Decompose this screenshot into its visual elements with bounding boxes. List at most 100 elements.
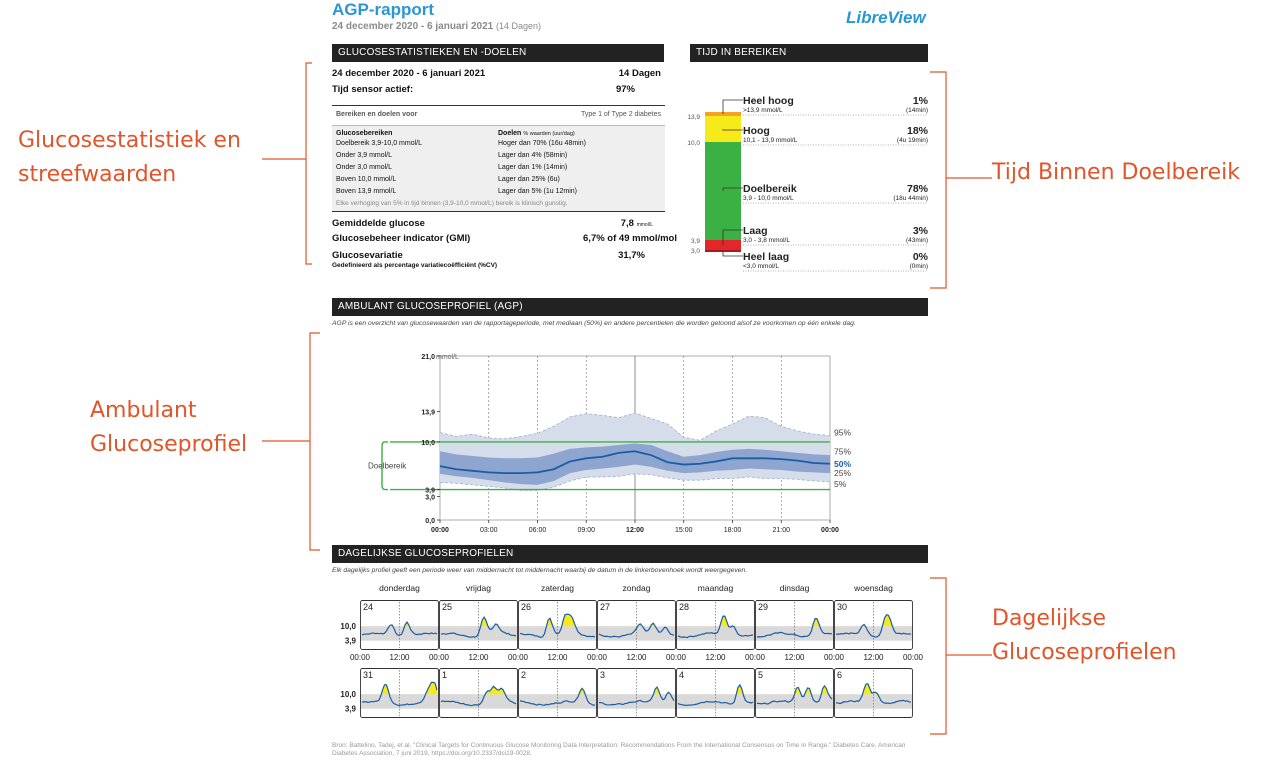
stats-period: 24 december 2020 - 6 januari 2021 [332,68,486,79]
daily-cell-frame [755,668,834,718]
tir-level-pct: 0% [913,251,929,263]
stats-panel: 24 december 2020 - 6 januari 2021 14 Dag… [332,66,677,269]
goals-note: Elke verhoging van 5% in tijd binnen (3,… [336,200,568,207]
agp-percentile-label: 5% [834,479,847,489]
daily-date-label: 24 [363,602,373,612]
bracket-stats [262,62,312,265]
tir-level-pct: 1% [913,95,929,107]
daily-header: DAGELIJKSE GLUCOSEPROFIELEN [332,545,928,563]
daily-cell-frame [597,668,676,718]
daily-x-label: 00:00 [508,653,529,662]
daily-date-label: 27 [600,602,610,612]
goal-range: Boven 10,0 mmol/L [336,176,397,183]
daily-trace [440,616,517,638]
daily-x-label: 12:00 [863,653,884,662]
agp-x-tick-label: 18:00 [724,527,742,534]
daily-x-label: 12:00 [389,653,410,662]
tir-level-pct: 78% [907,183,929,195]
daily-date-label: 31 [363,670,373,680]
daily-weekday-label: dinsdag [780,583,810,593]
gmi-value: 6,7% of 49 mmol/mol [583,233,677,244]
stats-period-row: 24 december 2020 - 6 januari 2021 14 Dag… [332,68,665,79]
daily-y-label: 3,9 [345,637,357,646]
goal-row: Boven 13,9 mmol/L Lager dan 5% (1u 12min) [332,185,665,197]
tir-level-range: 3,9 - 10,0 mmol/L [743,195,794,202]
daily-cell-frame [518,668,597,718]
daily-cell-frame [834,668,913,718]
daily-x-label: 12:00 [784,653,805,662]
stats-sensor-row: Tijd sensor actief: 97% [332,84,665,95]
tir-level-label: Doelbereik [743,183,797,195]
agp-band-25-75 [440,443,830,485]
tir-level-time: (4u 19min) [897,137,928,144]
col-goals-text: Doelen [498,130,522,137]
tir-level-time: (0min) [910,263,928,270]
col-goals: Doelen% waarden (uur/dag) [498,130,575,137]
daily-y-label: 10,0 [340,622,356,631]
daily-date-label: 25 [442,602,452,612]
daily-date-label: 6 [837,670,842,680]
annotation-agp-line1: Ambulant [90,398,197,423]
goal-target: Hoger dan 70% (16u 48min) [498,140,586,147]
footer-line1: Bron: Battelino, Tadej, et al. "Clinical… [332,742,906,749]
stats-period-days: 14 Dagen [618,68,661,79]
goal-row: Onder 3,0 mmol/L Lager dan 1% (14min) [332,161,665,173]
daily-x-label: 00:00 [350,653,371,662]
avg-label: Gemiddelde glucose [332,218,425,229]
agp-median-line [439,450,831,475]
tir-level-label: Laag [743,225,768,237]
daily-date-label: 28 [679,602,689,612]
tir-level-range: <3,0 mmol/L [743,263,779,270]
tir-leader-line [722,129,743,131]
tir-tick-label: 3,0 [691,248,700,255]
daily-cell-frame [755,600,834,650]
daily-trace [440,685,517,707]
agp-x-tick-label: 00:00 [431,527,449,534]
agp-x-tick-label: 03:00 [480,527,498,534]
cv-label: Glucosevariatie [332,250,403,261]
annotation-stats: Glucosestatistiek en streefwaarden [18,124,241,192]
tir-level-time: (43min) [906,237,928,244]
goal-target: Lager dan 25% (6u) [498,176,560,183]
bracket-tir [930,71,992,289]
avg-unit: mmol/L [636,222,653,228]
tir-level-time: (14min) [906,107,928,114]
daily-cell-frame [518,600,597,650]
agp-target-label: Doelbereik [368,462,407,471]
agp-percentile-label: 75% [834,446,851,456]
gmi-row: Glucosebeheer indicator (GMI) 6,7% of 49… [332,233,677,244]
daily-weekday-label: zondag [623,583,651,593]
daily-x-label: 00:00 [903,653,924,662]
daily-cell-frame [360,600,439,650]
daily-cell-frame [676,668,755,718]
agp-y-tick-label: 3,9 [425,488,435,495]
footer-citation: Bron: Battelino, Tadej, et al. "Clinical… [332,742,905,758]
agp-percentile-label: 25% [834,468,851,478]
daily-trace [677,683,754,707]
agp-header: AMBULANT GLUCOSEPROFIEL (AGP) [332,298,928,316]
agp-y-tick-label: 0,0 [425,518,435,525]
goal-range: Boven 13,9 mmol/L [336,188,397,195]
daily-cell-frame [676,600,755,650]
annotation-daily: Dagelijkse Glucoseprofielen [992,602,1177,670]
agp-description: AGP is een overzicht van glucosewaarden … [332,320,856,327]
daily-x-label: 00:00 [666,653,687,662]
agp-y-tick-label: 10,0 [421,440,435,447]
tir-tick-label: 10,0 [687,140,700,147]
daily-trace [598,622,675,638]
footer-line2: Diabetes Association, 7 juni 2019, https… [332,750,532,757]
daily-x-label: 12:00 [705,653,726,662]
agp-line-95 [439,412,831,441]
daily-cell-frame [597,600,676,650]
daily-weekday-label: maandag [698,583,734,593]
agp-x-tick-label: 15:00 [675,527,693,534]
date-range-text: 24 december 2020 - 6 januari 2021 [332,21,494,32]
annotation-daily-line1: Dagelijkse [992,606,1106,631]
tir-leader-line [722,251,743,257]
agp-percentile-label: 50% [834,459,851,469]
sensor-label: Tijd sensor actief: [332,84,414,95]
cv-value: 31,7% [618,250,645,261]
daily-high-fill [362,682,437,695]
tir-level-range: 3,0 - 3,8 mmol/L [743,237,790,244]
daily-y-label: 10,0 [340,690,356,699]
